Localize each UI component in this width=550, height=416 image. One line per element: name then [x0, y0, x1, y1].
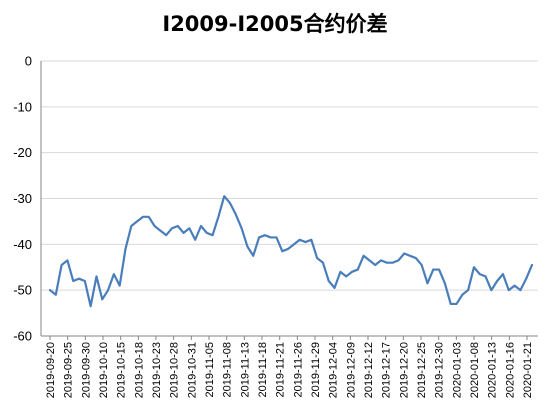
- x-tick-label: 2019-10-23: [151, 342, 163, 398]
- x-tick-label: 2019-10-31: [186, 342, 198, 398]
- x-tick-label: 2019-10-28: [169, 342, 181, 398]
- x-tick-label: 2020-01-03: [451, 342, 463, 398]
- x-tick-label: 2019-11-08: [222, 342, 234, 397]
- y-tick-label: -40: [13, 237, 32, 252]
- y-tick-label: -10: [13, 99, 32, 114]
- x-tick-label: 2019-12-30: [434, 342, 446, 398]
- x-tick-label: 2019-11-05: [204, 342, 216, 397]
- x-tick-label: 2019-10-15: [116, 342, 128, 398]
- y-tick-label: -60: [13, 329, 32, 344]
- x-tick-label: 2019-12-25: [416, 342, 428, 398]
- x-tick-label: 2019-12-04: [328, 342, 340, 398]
- x-tick-label: 2019-11-18: [257, 342, 269, 397]
- x-tick-label: 2020-01-21: [522, 342, 534, 398]
- series-line: [48, 195, 534, 308]
- chart-title: I2009-I2005合约价差: [162, 12, 388, 36]
- x-tick-label: 2019-09-25: [63, 342, 75, 398]
- y-tick-label: -30: [13, 191, 32, 206]
- x-tick-label: 2019-12-12: [363, 342, 375, 398]
- x-tick-label: 2019-11-21: [275, 342, 287, 397]
- x-tick-label: 2019-11-26: [292, 342, 304, 397]
- y-tick-label: -50: [13, 283, 32, 298]
- x-tick-label: 2019-09-30: [80, 342, 92, 398]
- x-tick-label: 2019-11-13: [239, 342, 251, 397]
- x-tick-label: 2020-01-08: [469, 342, 481, 398]
- x-tick-label: 2019-10-18: [133, 342, 145, 398]
- x-tick-label: 2019-12-20: [398, 342, 410, 398]
- x-tick-label: 2020-01-16: [504, 342, 516, 398]
- x-tick-label: 2019-12-09: [345, 342, 357, 398]
- x-tick-label: 2019-10-10: [98, 342, 110, 398]
- x-tick-label: 2020-01-13: [487, 342, 499, 398]
- y-tick-label: -20: [13, 145, 32, 160]
- x-tick-label: 2019-09-20: [45, 342, 57, 398]
- y-tick-label: 0: [25, 54, 32, 69]
- x-tick-label: 2019-11-29: [310, 342, 322, 397]
- x-tick-label: 2019-12-17: [381, 342, 393, 398]
